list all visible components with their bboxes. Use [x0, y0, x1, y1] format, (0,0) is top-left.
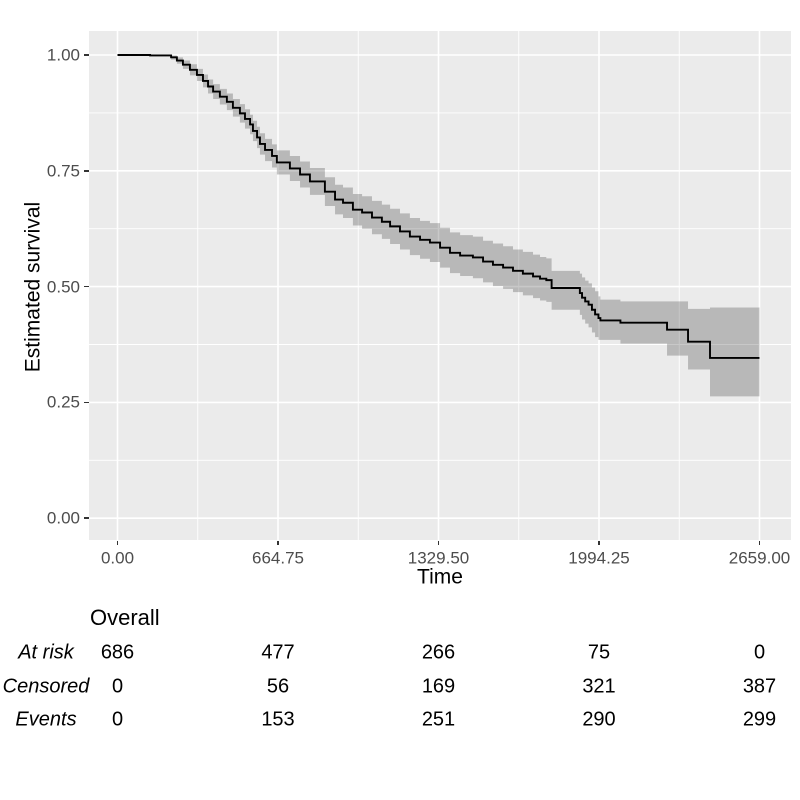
risk-table-cell: 266	[421, 641, 456, 663]
x-tick-mark	[758, 540, 761, 545]
km-curve	[117, 54, 760, 359]
x-tick-mark	[598, 540, 600, 545]
x-tick-label: 2659.00	[728, 548, 791, 568]
risk-table-cell: 686	[100, 641, 135, 663]
y-tick-mark	[84, 285, 89, 288]
x-tick-mark	[437, 540, 440, 545]
y-tick-mark	[84, 401, 89, 404]
risk-table-cell: 477	[261, 641, 295, 663]
y-tick-label: 0.50	[46, 277, 80, 297]
risk-table-cell: 75	[587, 641, 611, 663]
y-tick-label: 0.00	[46, 508, 80, 528]
risk-table-cell: 299	[742, 708, 777, 730]
risk-row-label: Events	[15, 708, 77, 730]
y-tick-label: 0.25	[46, 392, 80, 412]
risk-table-cell: 321	[582, 675, 616, 697]
risk-row-label: At risk	[18, 641, 74, 663]
confidence-ribbon	[117, 55, 760, 397]
y-tick-mark	[84, 54, 89, 56]
x-tick-label: 1994.25	[568, 548, 630, 568]
x-tick-mark	[277, 540, 279, 545]
risk-table-cell: 0	[753, 641, 766, 663]
risk-table-cell: 0	[111, 675, 124, 697]
y-tick-mark	[84, 517, 89, 519]
risk-table-cell: 251	[421, 708, 456, 730]
x-tick-mark	[116, 540, 119, 545]
risk-table-cell: 56	[266, 675, 290, 697]
x-axis-title: Time	[417, 565, 463, 589]
x-tick-label: 0.00	[100, 548, 135, 568]
y-tick-label: 0.75	[46, 161, 80, 181]
risk-row-label: Censored	[2, 675, 90, 697]
risk-table-cell: 290	[582, 708, 616, 730]
y-tick-label: 1.00	[46, 45, 80, 65]
x-tick-label: 664.75	[252, 548, 304, 568]
panel-background	[89, 31, 791, 540]
plot-panel	[89, 31, 791, 540]
risk-table-cell: 153	[261, 708, 295, 730]
x-tick-label: 1329.50	[407, 548, 470, 568]
y-tick-mark	[84, 170, 89, 172]
risk-table-cell: 387	[742, 675, 777, 697]
risk-table-cell: 0	[111, 708, 124, 730]
risk-table-cell: 169	[421, 675, 456, 697]
risk-table-header: Overall	[90, 605, 160, 630]
